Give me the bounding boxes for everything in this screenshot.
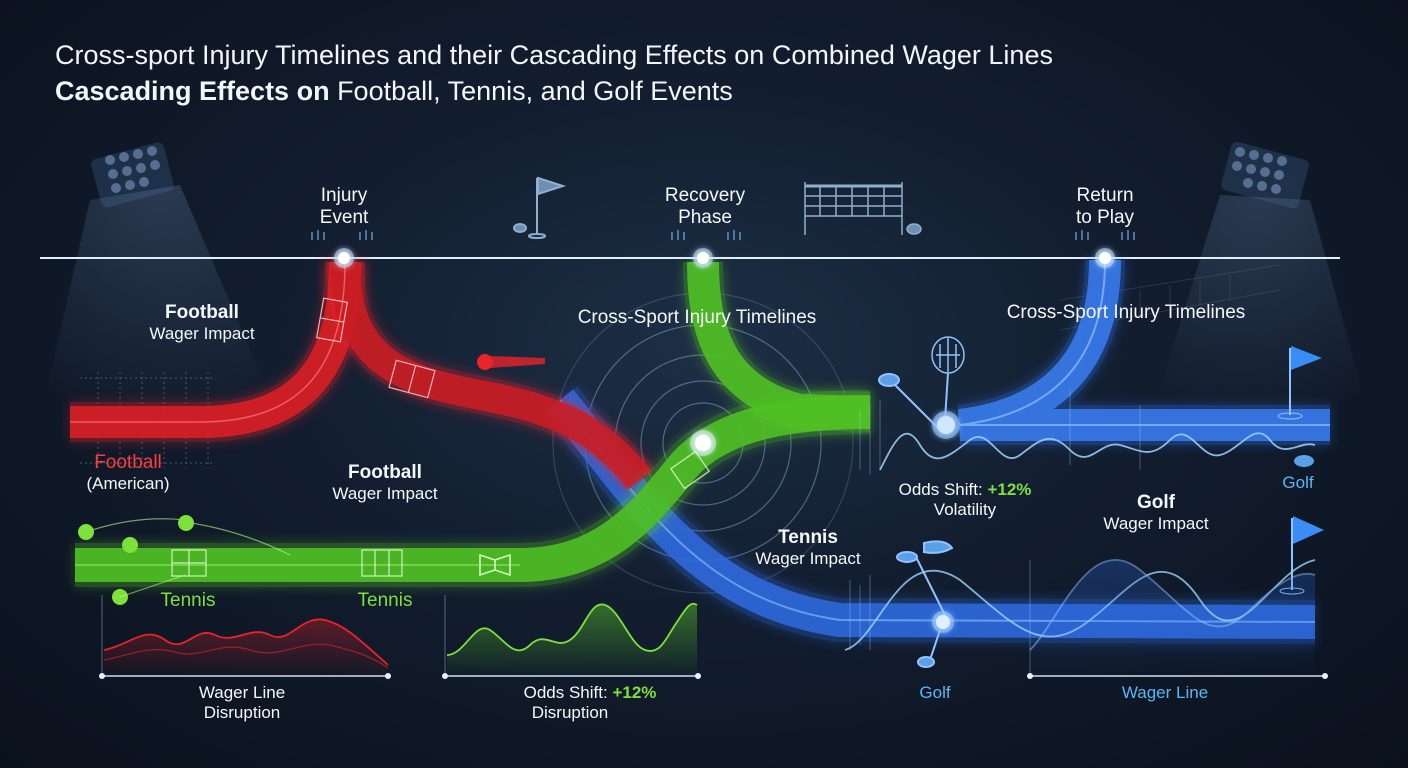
- shuttlecock-icon: [477, 354, 545, 370]
- football-field-icon: [171, 450, 711, 577]
- golf-club-icon: [1294, 455, 1314, 467]
- volatility-bars: [849, 390, 1141, 676]
- stage-return-to-play: Return to Play: [1075, 185, 1135, 228]
- label-odds-shift-right: Odds Shift: +12% Volatility: [898, 480, 1032, 519]
- label-wager-line-bottom: Wager Line: [1121, 683, 1209, 702]
- label-wager-line-disruption: Wager Line Disruption: [198, 683, 286, 722]
- label-football-impact-top: Football Wager Impact: [149, 302, 255, 343]
- label-cross-sport-center: Cross-Sport Injury Timelines: [577, 307, 817, 328]
- label-tennis-left: Tennis: [160, 590, 216, 611]
- timeline-node-recovery[interactable]: [693, 248, 713, 268]
- golf-wager-band: [542, 259, 1330, 644]
- tennis-ball-icon: [78, 515, 291, 605]
- tennis-net-icon: [804, 182, 922, 235]
- shuttlecock-icon: [479, 553, 511, 577]
- tennis-wager-band: [75, 261, 871, 587]
- wager-line-disruption-chart: [99, 595, 391, 679]
- label-golf-right: Golf: [1282, 473, 1314, 492]
- label-cross-sport-right: Cross-Sport Injury Timelines: [1006, 302, 1246, 323]
- timeline-node-injury[interactable]: [334, 248, 354, 268]
- page-title: Cross-sport Injury Timelines and their C…: [55, 40, 1053, 70]
- floodlight-icon: [40, 142, 280, 420]
- label-odds-shift-bottom: Odds Shift: +12% Disruption: [523, 683, 657, 722]
- timeline-node-return[interactable]: [1095, 248, 1115, 268]
- golf-node[interactable]: [932, 411, 960, 439]
- golf-wave-top: [879, 432, 1316, 471]
- golf-club-icon: [896, 540, 954, 668]
- tick-marks: [311, 230, 1135, 240]
- label-golf-impact: Golf Wager Impact: [1103, 492, 1209, 533]
- label-football-impact-mid: Football Wager Impact: [332, 462, 438, 503]
- football-field-icon: [80, 372, 212, 468]
- convergence-node[interactable]: [690, 430, 716, 456]
- stage-injury-event: Injury Event: [319, 185, 369, 228]
- golf-club-icon: [878, 373, 941, 431]
- golf-flag-icon: [1277, 346, 1322, 420]
- stage-recovery-phase: Recovery Phase: [664, 185, 746, 228]
- football-field-icon: [316, 297, 436, 399]
- label-tennis-impact: Tennis Wager Impact: [755, 527, 861, 568]
- label-golf-bottom: Golf: [919, 683, 951, 702]
- tennis-ball-icon: [932, 611, 954, 633]
- odds-shift-chart: [442, 595, 701, 679]
- golf-wave-bottom: [844, 559, 1316, 675]
- label-tennis-mid: Tennis: [357, 590, 413, 611]
- label-football-american: Football (American): [86, 452, 170, 493]
- page-subtitle: Cascading Effects on Football, Tennis, a…: [55, 76, 733, 106]
- golf-flag-icon: [513, 176, 567, 239]
- wager-line-axis: [1027, 673, 1328, 679]
- floodlight-icon: [1150, 141, 1370, 420]
- football-wager-band: [70, 261, 655, 493]
